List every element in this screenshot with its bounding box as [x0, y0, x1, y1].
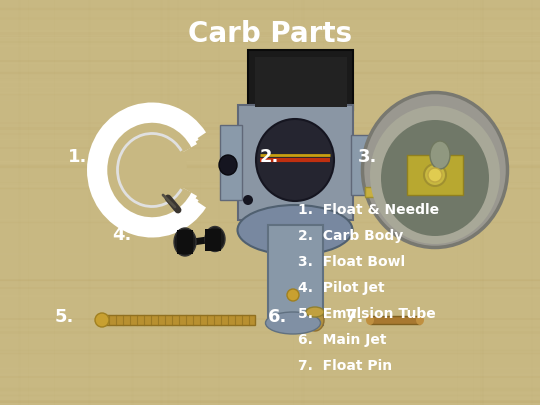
Bar	[220, 125, 242, 200]
Text: 1.: 1.	[68, 148, 87, 166]
Text: 6.  Main Jet: 6. Main Jet	[298, 333, 387, 347]
Text: 6.: 6.	[268, 308, 287, 326]
Wedge shape	[100, 118, 197, 222]
Ellipse shape	[416, 315, 424, 325]
Text: 7.: 7.	[345, 308, 364, 326]
Text: 4.  Pilot Jet: 4. Pilot Jet	[298, 281, 384, 295]
Bar	[205, 229, 221, 251]
Bar	[407, 155, 463, 195]
Text: 3.: 3.	[358, 148, 377, 166]
Ellipse shape	[205, 226, 225, 252]
Text: 5.: 5.	[55, 308, 75, 326]
Ellipse shape	[424, 164, 446, 186]
Text: 1.  Float & Needle: 1. Float & Needle	[298, 203, 439, 217]
Ellipse shape	[243, 195, 253, 205]
Text: 2.: 2.	[260, 148, 279, 166]
Ellipse shape	[266, 312, 321, 334]
Text: 3.  Float Bowl: 3. Float Bowl	[298, 255, 405, 269]
Text: 2.  Carb Body: 2. Carb Body	[298, 229, 403, 243]
Ellipse shape	[430, 141, 450, 169]
Bar	[351, 135, 369, 195]
Bar	[365, 187, 387, 197]
Ellipse shape	[174, 228, 196, 256]
Ellipse shape	[238, 205, 353, 255]
Ellipse shape	[370, 106, 500, 244]
Ellipse shape	[117, 132, 187, 207]
Text: 4.: 4.	[112, 226, 131, 244]
Bar	[177, 230, 193, 254]
Ellipse shape	[287, 289, 299, 301]
Ellipse shape	[366, 315, 374, 325]
Text: 7.  Float Pin: 7. Float Pin	[298, 359, 392, 373]
Bar	[98, 315, 255, 325]
Ellipse shape	[306, 307, 324, 317]
Ellipse shape	[219, 155, 237, 175]
Ellipse shape	[256, 119, 334, 201]
Wedge shape	[99, 117, 195, 223]
Bar	[255, 57, 347, 107]
Text: Carb Parts: Carb Parts	[188, 20, 352, 48]
Text: 5.  Emulsion Tube: 5. Emulsion Tube	[298, 307, 436, 321]
Ellipse shape	[306, 309, 324, 331]
Bar	[248, 50, 353, 110]
Ellipse shape	[381, 120, 489, 236]
Bar	[268, 225, 323, 325]
Bar	[238, 105, 353, 220]
Ellipse shape	[95, 313, 109, 327]
Ellipse shape	[428, 168, 442, 182]
Ellipse shape	[362, 92, 508, 247]
Bar	[370, 316, 420, 324]
